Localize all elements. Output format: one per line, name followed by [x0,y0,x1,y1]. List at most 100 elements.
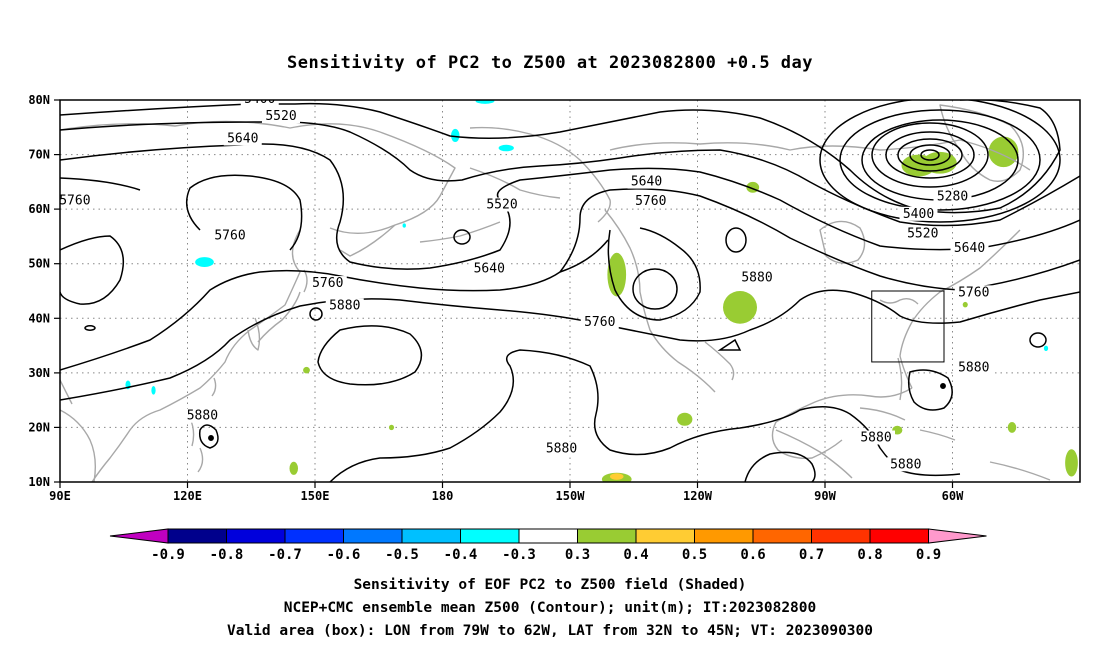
colorbar-segment [343,528,403,544]
colorbar-over-triangle [928,528,987,544]
colorbar-labels: -0.9 -0.8 -0.7 -0.6 -0.5 -0.4 -0.3 0.3 0.4 0.5 0.6… [151,547,941,563]
contour-label: 5880 [954,360,993,376]
caption-line-3: Valid area (box): LON from 79W to 62W, L… [227,623,873,639]
colorbar-label: -0.8 [210,547,244,563]
shaded-region [988,136,1019,168]
colorbar-segment [811,528,871,544]
svg-text:5400: 5400 [244,92,275,107]
contour-label: 5640 [223,131,262,146]
svg-text:5640: 5640 [631,175,662,190]
shaded-region [289,461,298,475]
colorbar-segment [167,528,227,544]
y-tick-labels: 10N 20N 30N 40N 50N 60N 70N 80N [28,93,50,489]
shaded-region [475,100,495,104]
colorbar-label: 0.6 [740,547,765,563]
valid-area-box [871,290,945,363]
colorbar-label: 0.4 [623,547,648,563]
svg-text:5880: 5880 [546,441,577,456]
x-tick-label: 150E [301,489,330,503]
x-tick-label: 150W [556,489,586,503]
y-tick-label: 10N [28,475,50,489]
contour-label: 5880 [857,430,895,446]
y-tick-label: 20N [28,420,50,434]
svg-text:5520: 5520 [907,226,938,241]
colorbar-label: -0.6 [327,547,361,563]
x-tick-label: 60W [942,489,964,503]
svg-text:5880: 5880 [890,457,921,472]
coastlines [60,104,1051,482]
shaded-region [607,252,627,297]
contour-label: 5880 [325,298,364,313]
shaded-region [677,412,693,426]
svg-text:5880: 5880 [187,409,218,424]
colorbar-label: -0.4 [444,547,478,563]
contour-label: 5400 [240,92,279,107]
colorbar [109,528,987,544]
svg-text:5880: 5880 [741,271,772,286]
shaded-region [151,385,156,395]
contour-labels: 5400552056405760576055205640576052805400… [59,92,993,472]
contour-label: 5640 [950,241,989,256]
svg-text:5280: 5280 [937,189,968,204]
contour-label: 5280 [933,189,972,204]
x-tick-label: 120W [683,489,713,503]
shaded-region [723,291,757,324]
svg-text:5520: 5520 [265,109,296,124]
shaded-region [195,257,214,267]
x-tick-label: 120E [173,489,202,503]
contour-label: 5760 [631,194,670,209]
shaded-region [1007,421,1017,433]
svg-text:5640: 5640 [227,131,258,146]
svg-text:5640: 5640 [954,241,985,256]
contour-label: 5640 [627,174,666,190]
caption-line-2: NCEP+CMC ensemble mean Z500 (Contour); u… [284,600,817,616]
colorbar-segment [635,528,695,544]
colorbar-label: 0.7 [799,547,824,563]
contour-label: 5640 [470,261,509,276]
colorbar-label: -0.3 [502,547,536,563]
colorbar-label: -0.7 [268,547,302,563]
svg-text:5880: 5880 [329,298,360,313]
colorbar-segment [284,528,344,544]
colorbar-segment [869,528,929,544]
x-tick-label: 90E [49,489,71,503]
y-tick-label: 40N [28,311,50,325]
svg-text:5760: 5760 [214,229,245,244]
caption-line-1: Sensitivity of EOF PC2 to Z500 field (Sh… [354,577,747,593]
contour-label: 5520 [483,197,521,213]
shaded-region [388,424,395,431]
svg-text:5880: 5880 [860,431,891,446]
svg-text:5760: 5760 [635,194,666,209]
x-tick-labels: 90E 120E 150E 180 150W 120W 90W 60W [49,489,964,503]
shaded-region [402,223,406,228]
colorbar-segment [460,528,520,544]
contour-label: 5880 [886,457,925,472]
contour-label: 5880 [542,441,581,456]
shaded-region [303,366,310,374]
colorbar-label: -0.5 [385,547,419,563]
contour-label: 5400 [899,206,938,222]
shaded-region [609,473,624,480]
chart-title: Sensitivity of PC2 to Z500 at 2023082800… [287,53,813,73]
x-tick-label: 180 [432,489,454,503]
colorbar-segment [226,528,286,544]
svg-text:5640: 5640 [474,261,505,276]
svg-text:5760: 5760 [312,276,343,291]
svg-text:5520: 5520 [486,198,517,213]
colorbar-label: 0.9 [916,547,941,563]
colorbar-segment [577,528,637,544]
svg-text:5760: 5760 [59,194,90,209]
map-area: 5400552056405760576055205640576052805400… [59,92,1080,482]
svg-text:5400: 5400 [903,207,934,222]
shaded-region [1043,345,1049,352]
contour-label: 5760 [954,285,993,300]
contour-label: 5520 [262,109,300,124]
colorbar-label: -0.9 [151,547,185,563]
contour-label: 5760 [580,314,619,330]
y-tick-label: 60N [28,202,50,216]
y-tick-label: 70N [28,148,50,162]
shaded-region [1065,449,1078,477]
contour-label: 5880 [738,270,776,286]
shaded-region [962,301,968,308]
